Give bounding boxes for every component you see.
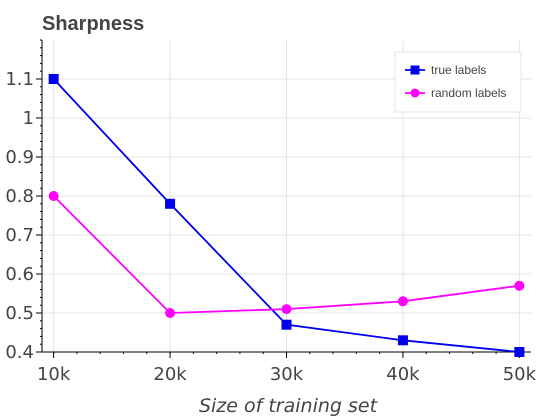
legend-label-1: random labels <box>431 86 506 100</box>
series-1-point-2 <box>281 304 292 315</box>
series-1 <box>48 191 525 318</box>
legend: true labels random labels <box>394 51 522 113</box>
y-tick-label-7: 1.1 <box>5 69 34 90</box>
x-tick-label-0: 10k <box>37 364 71 385</box>
y-tick-label-0: 0.4 <box>5 342 34 363</box>
series-0-point-0 <box>48 74 59 84</box>
x-axis-label: Size of training set <box>199 395 379 417</box>
axes: 0.4 0.5 0.6 0.7 0.8 0.9 1 1.1 10k 20k 30k 40k 50k <box>5 39 537 385</box>
chart-title: Sharpness <box>42 13 144 35</box>
series-0-point-1 <box>165 198 176 209</box>
y-tick-label-5: 0.9 <box>5 147 34 168</box>
series-0 <box>48 74 525 357</box>
series-1-point-4 <box>514 280 525 291</box>
series-0-point-2 <box>281 319 292 330</box>
series-1-point-0 <box>48 191 59 201</box>
series-0-point-3 <box>397 335 408 346</box>
legend-label-0: true labels <box>431 63 486 77</box>
series-1-point-1 <box>165 308 176 318</box>
y-tick-label-3: 0.7 <box>5 225 34 246</box>
y-tick-label-1: 0.5 <box>5 303 34 324</box>
legend-marker-1 <box>410 88 420 98</box>
y-tick-label-2: 0.6 <box>5 264 34 285</box>
legend-box <box>394 51 522 113</box>
x-tick-label-2: 30k <box>270 364 304 385</box>
series-1-point-3 <box>397 296 408 307</box>
series-0-point-4 <box>514 347 525 357</box>
y-tick-label-6: 1 <box>23 108 34 129</box>
series-group <box>48 74 525 357</box>
x-tick-label-1: 20k <box>153 364 187 385</box>
x-tick-label-3: 40k <box>386 364 420 385</box>
y-tick-label-4: 0.8 <box>5 186 34 207</box>
x-tick-label-4: 50k <box>503 364 537 385</box>
legend-marker-0 <box>410 65 420 75</box>
